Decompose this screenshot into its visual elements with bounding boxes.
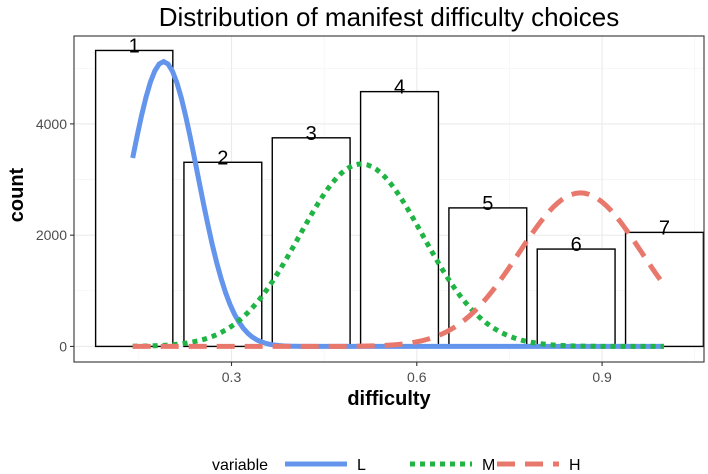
y-tick-label: 0	[59, 338, 67, 354]
legend-title: variable	[212, 457, 268, 474]
x-axis-title: difficulty	[347, 388, 431, 410]
x-tick-label: 0.9	[592, 369, 612, 385]
bar-label-6: 6	[571, 234, 582, 256]
x-tick-label: 0.6	[407, 369, 427, 385]
bar-label-2: 2	[217, 147, 228, 169]
plot-panel: 1 2 3 4 5 6 7	[73, 35, 705, 363]
bar-3	[271, 137, 351, 348]
bar-label-7: 7	[659, 217, 670, 239]
bar-label-3: 3	[306, 123, 317, 145]
chart-title: Distribution of manifest difficulty choi…	[159, 2, 620, 32]
bar-label-4: 4	[394, 77, 405, 99]
y-axis-title: count	[6, 167, 28, 222]
legend-label-L: L	[357, 457, 366, 474]
bar-2	[183, 161, 263, 348]
y-tick-label: 4000	[36, 116, 67, 132]
bar-label-1: 1	[129, 35, 140, 57]
y-tick-label: 2000	[36, 227, 67, 243]
panel-border	[73, 35, 705, 363]
bar-6	[536, 248, 616, 348]
bar-1	[94, 49, 174, 348]
series-H-line	[132, 190, 666, 349]
series-M-line	[132, 161, 664, 349]
x-tick-label: 0.3	[222, 369, 242, 385]
legend-label-M: M	[482, 457, 495, 474]
bar-label-5: 5	[482, 193, 493, 215]
legend-label-H: H	[569, 457, 581, 474]
bar-4	[359, 90, 440, 348]
legend: variable L M H	[212, 457, 581, 474]
